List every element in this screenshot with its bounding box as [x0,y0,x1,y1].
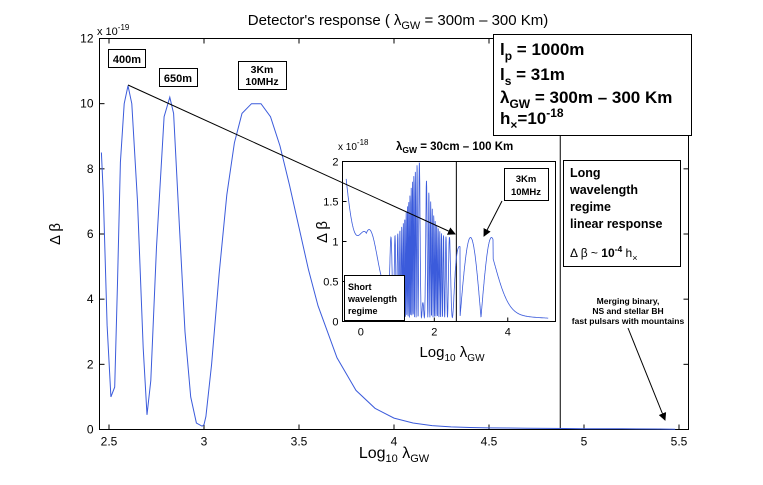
label-3km-box [238,61,287,90]
sources-line1: Merging binary, [597,296,660,306]
inset-3km-line1: 3Km [516,174,537,185]
y-tick-label: 6 [87,227,94,241]
inset-y-axis-label: Δ β [314,221,331,243]
x-tick-label: 3.5 [291,435,308,449]
inset-short-regime-line1: Short [348,282,372,292]
label-3km-line2: 10MHz [245,76,278,88]
y-tick-label: 2 [87,357,94,371]
y-tick-label: 0 [87,423,94,437]
long-regime-line4: linear response [570,217,662,231]
inset-x-tick-label: 0 [358,327,364,339]
inset-y-tick-label: 1 [332,237,338,249]
inset-short-regime-line3: regime [348,306,378,316]
arrow-400m-to-inset [127,84,456,235]
inset-plot-lines [345,161,549,322]
long-regime-line1: Long [570,166,601,180]
inset-y-tick-label: 0.5 [323,277,338,289]
param-ls: ls = 31m [500,65,565,88]
label-650m-box [159,68,198,87]
long-regime-line2: wavelength [569,183,638,197]
x-tick-label: 5.5 [671,435,688,449]
parameter-box [493,34,692,136]
y-tick-label: 12 [80,32,94,46]
param-h: h×=10-18 [500,106,564,132]
y-axis-label: Δ β [47,223,64,245]
long-regime-formula: Δ β ~ 10-4 h× [570,244,637,263]
arrow-inset-3km [483,200,503,237]
long-regime-box [563,160,681,267]
inset-3km-line2: 10MHz [511,187,541,198]
inset-series-line [345,162,549,319]
y-tick-label: 10 [80,97,94,111]
inset-axis-ticks: 0 2 4 0 0.5 1 1.5 2 [323,157,511,339]
arrow-sources [627,327,667,421]
x-tick-label: 2.5 [101,435,118,449]
series-line-response [100,85,676,430]
inset-short-regime-line2: wavelength [347,294,397,304]
x-tick-label: 3 [201,435,208,449]
x-tick-label: 4.5 [481,435,498,449]
label-400m: 400m [113,54,141,66]
x-axis-label: Log10 λGW [359,445,430,465]
long-regime-line3: regime [570,200,611,214]
inset-y-tick-label: 1.5 [323,197,338,209]
label-3km-line1: 3Km [251,64,274,76]
sources-line2: NS and stellar BH [592,306,663,316]
y-tick-label: 8 [87,162,94,176]
inset-3km-box [504,168,549,201]
inset-x-tick-label: 2 [431,327,437,339]
inset-y-tick-label: 0 [332,317,338,329]
chart-title: Detector's response (λGW = 300m – 300 Km… [248,12,549,32]
inset-x-tick-label: 4 [505,327,511,339]
inset-x-axis-label: Log10 λGW [419,344,485,364]
x-tick-label: 5 [581,435,588,449]
y-exponent-label: x 10-19 [97,23,130,38]
inset-title: λGW = 30cm – 100 Km [396,141,513,155]
label-400m-box [108,49,146,68]
label-650m: 650m [164,73,192,85]
inset-exponent-label: x 10-18 [338,138,369,153]
param-lambda: λGW = 300m – 300 Km [500,88,672,111]
param-lp: lp = 1000m [500,40,584,63]
inset-short-regime-box [344,275,405,321]
x-tick-label: 4 [391,435,398,449]
y-tick-label: 4 [87,292,94,306]
sources-line3: fast pulsars with mountains [572,316,685,326]
inset-y-tick-label: 2 [332,157,338,169]
